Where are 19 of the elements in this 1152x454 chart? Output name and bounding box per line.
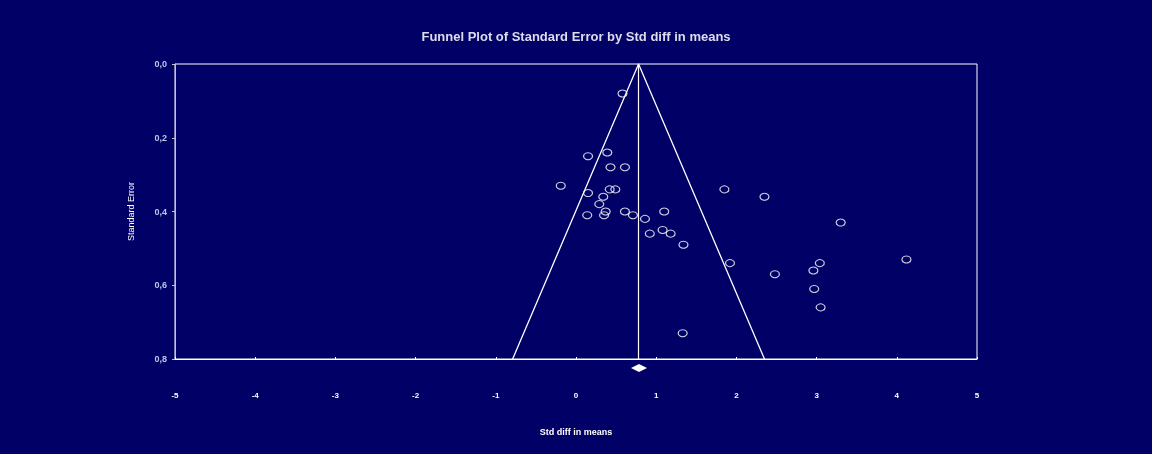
y-tick-label: 0,0	[154, 59, 167, 69]
x-tick-label: -1	[492, 390, 500, 400]
y-axis-title: Standard Error	[125, 181, 136, 242]
x-tick-label: -3	[331, 390, 340, 400]
x-tick-label: 1	[653, 390, 659, 400]
y-tick-label: 0,2	[154, 132, 167, 143]
x-tick-label: 5	[974, 390, 980, 400]
x-tick-label: 3	[814, 390, 820, 400]
x-tick-label: 0	[573, 390, 579, 400]
chart-title: Funnel Plot of Standard Error by Std diff in means	[421, 29, 731, 44]
x-tick-label: -2	[412, 390, 420, 400]
x-tick-label: -4	[251, 390, 260, 400]
y-tick-label: 0,6	[154, 280, 167, 291]
y-tick-label: 0,4	[154, 206, 167, 217]
y-tick-label: 0,8	[154, 354, 167, 364]
x-axis-title: Std diff in means	[539, 426, 613, 437]
x-tick-label: -5	[171, 390, 180, 400]
x-tick-label: 4	[894, 390, 900, 400]
x-tick-label: 2	[734, 390, 740, 400]
